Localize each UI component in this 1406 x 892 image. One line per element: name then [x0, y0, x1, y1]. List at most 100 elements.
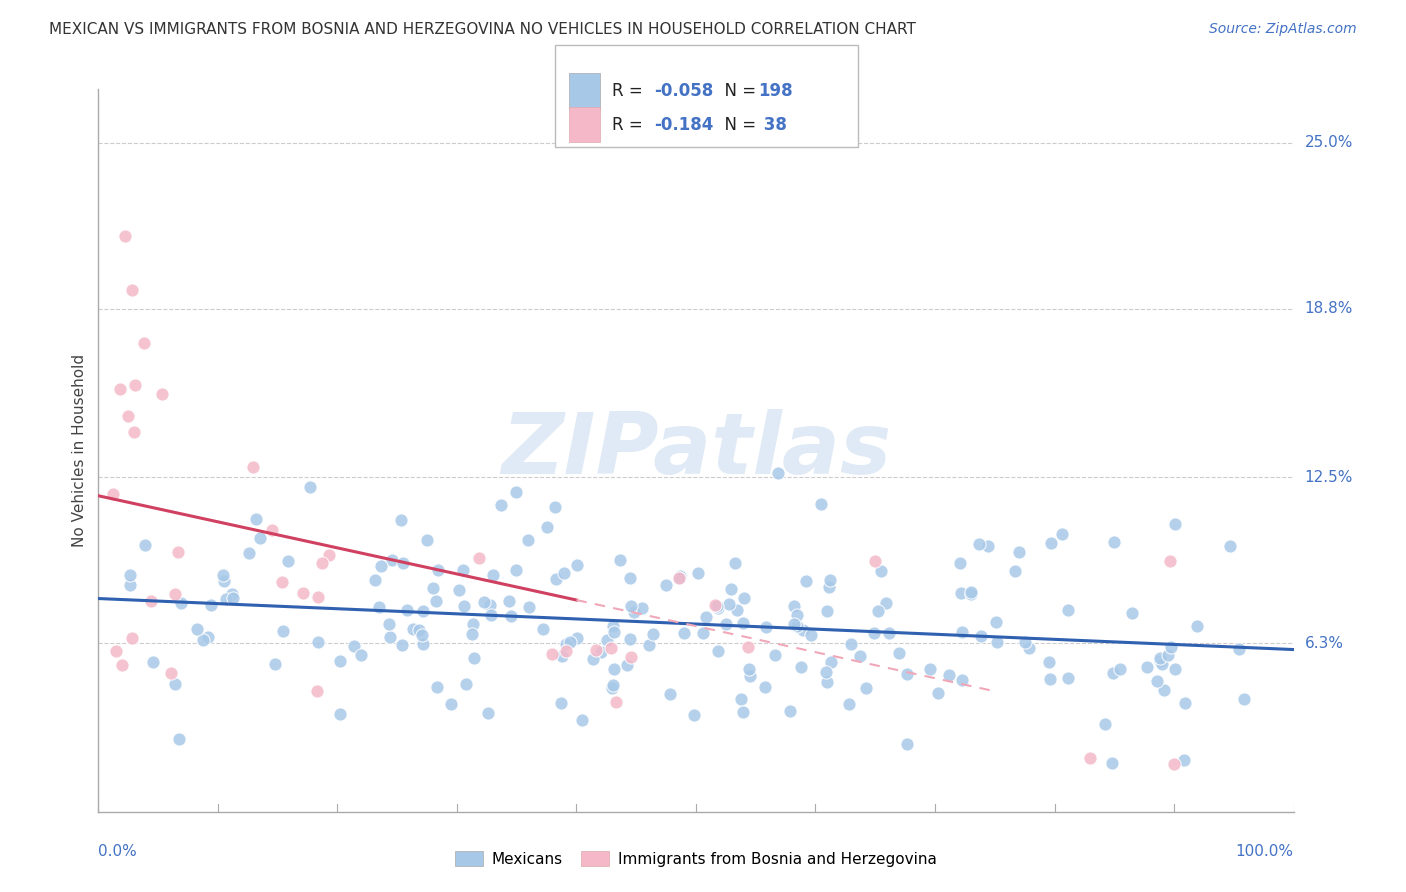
- Point: [142, 655, 165, 669]
- Point: [1157, 648, 1180, 663]
- Point: [1232, 692, 1254, 706]
- Point: [783, 617, 806, 632]
- Point: [489, 498, 512, 512]
- Point: [1004, 564, 1026, 578]
- Point: [707, 601, 730, 615]
- Point: [477, 706, 499, 720]
- Point: [517, 599, 540, 614]
- Point: [540, 648, 562, 662]
- Point: [967, 537, 990, 551]
- Point: [221, 587, 243, 601]
- Point: [553, 566, 575, 581]
- Point: [707, 644, 730, 658]
- Point: [165, 677, 187, 691]
- Point: [408, 623, 430, 637]
- Point: [949, 556, 972, 570]
- Point: [582, 652, 605, 666]
- Point: [786, 607, 808, 622]
- Point: [600, 681, 623, 696]
- Point: [396, 603, 419, 617]
- Point: [381, 553, 404, 567]
- Point: [197, 630, 219, 644]
- Point: [159, 666, 181, 681]
- Point: [1227, 641, 1250, 656]
- Text: 12.5%: 12.5%: [1305, 470, 1353, 484]
- Point: [271, 575, 294, 590]
- Point: [1108, 662, 1130, 676]
- Point: [478, 598, 501, 612]
- Point: [602, 678, 624, 692]
- Point: [305, 684, 328, 698]
- Point: [108, 382, 131, 396]
- Point: [1163, 662, 1185, 676]
- Point: [755, 619, 778, 633]
- Point: [555, 637, 578, 651]
- Point: [238, 546, 260, 560]
- Point: [139, 594, 162, 608]
- Point: [673, 625, 696, 640]
- Point: [724, 556, 747, 570]
- Point: [619, 571, 641, 585]
- Point: [555, 644, 578, 658]
- Point: [567, 558, 589, 572]
- Point: [1173, 753, 1195, 767]
- Point: [498, 594, 520, 608]
- Point: [1080, 751, 1102, 765]
- Point: [505, 563, 527, 577]
- Point: [416, 533, 439, 548]
- Point: [472, 595, 495, 609]
- Point: [307, 590, 329, 604]
- Point: [839, 637, 862, 651]
- Point: [1018, 640, 1040, 655]
- Point: [481, 568, 503, 582]
- Point: [1094, 716, 1116, 731]
- Point: [1174, 696, 1197, 710]
- Point: [1163, 517, 1185, 532]
- Point: [222, 591, 245, 606]
- Point: [263, 657, 285, 671]
- Point: [658, 687, 681, 701]
- Point: [1056, 603, 1078, 617]
- Point: [134, 538, 156, 552]
- Point: [329, 706, 352, 721]
- Point: [121, 283, 143, 297]
- Point: [1219, 539, 1241, 553]
- Point: [363, 573, 385, 587]
- Point: [870, 564, 893, 578]
- Point: [927, 686, 949, 700]
- Point: [565, 632, 588, 646]
- Point: [716, 616, 738, 631]
- Point: [242, 460, 264, 475]
- Point: [1185, 619, 1208, 633]
- Point: [668, 571, 690, 585]
- Point: [389, 513, 412, 527]
- Point: [571, 713, 593, 727]
- Point: [1163, 756, 1185, 771]
- Point: [544, 500, 567, 515]
- Point: [1102, 535, 1125, 549]
- Point: [920, 662, 942, 676]
- Text: -0.058: -0.058: [654, 82, 713, 100]
- Point: [986, 634, 1008, 648]
- Point: [1159, 554, 1181, 568]
- Point: [245, 512, 267, 526]
- Point: [1101, 756, 1123, 770]
- Point: [589, 644, 612, 658]
- Point: [838, 697, 860, 711]
- Point: [669, 569, 692, 583]
- Point: [343, 640, 366, 654]
- Point: [163, 587, 186, 601]
- Point: [291, 586, 314, 600]
- Point: [298, 480, 321, 494]
- Point: [412, 604, 434, 618]
- Point: [191, 633, 214, 648]
- Point: [425, 593, 447, 607]
- Point: [763, 648, 786, 662]
- Point: [560, 634, 582, 648]
- Point: [950, 673, 973, 688]
- Text: ZIPatlas: ZIPatlas: [501, 409, 891, 492]
- Point: [616, 657, 638, 672]
- Point: [479, 608, 502, 623]
- Point: [725, 603, 748, 617]
- Point: [790, 660, 813, 674]
